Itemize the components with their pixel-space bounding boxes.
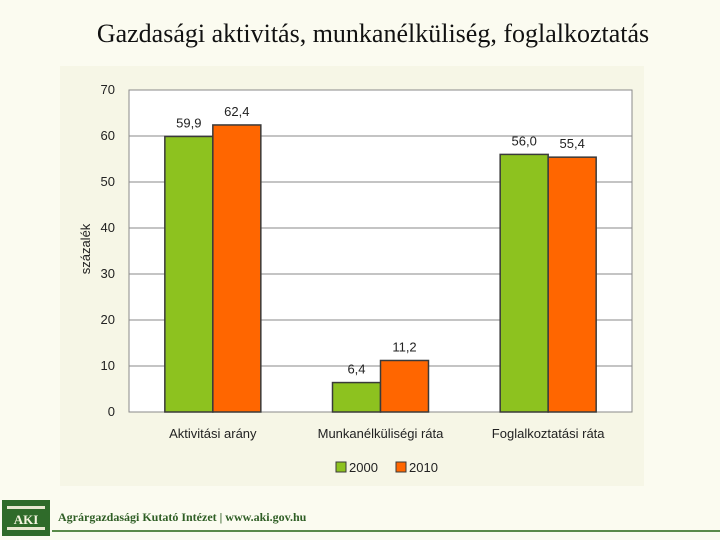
legend-label: 2000 [349,460,378,475]
bar-2000 [164,135,214,413]
y-tick-label: 50 [101,174,115,189]
y-tick-label: 60 [101,128,115,143]
x-category-label: Foglalkoztatási ráta [492,426,605,441]
data-label: 56,0 [512,133,537,148]
data-label: 59,9 [176,115,201,130]
data-label: 11,2 [392,339,416,354]
legend-swatch [395,461,407,473]
aki-logo: AKI [2,500,50,536]
y-tick-label: 30 [101,266,115,281]
y-tick-label: 70 [101,82,115,97]
bar-2010 [547,156,597,413]
y-tick-label: 40 [101,220,115,235]
chart-panel: 0 10 20 30 40 50 60 70 százalék 59,9 62,4 Aktivitás… [60,66,644,486]
footer-divider [52,530,720,532]
data-label: 62,4 [224,104,249,119]
footer-text: Agrárgazdasági Kutató Intézet | www.aki.… [58,510,307,524]
footer: AKI Agrárgazdasági Kutató Intézet | www.… [0,496,720,540]
slide-title: Gazdasági aktivitás, munkanélküliség, fo… [96,19,650,48]
x-category-label: Munkanélküliségi ráta [318,426,445,441]
x-category-label: Aktivitási arány [169,426,257,441]
data-label: 6,4 [347,362,365,377]
y-tick-label: 10 [101,358,115,373]
legend-swatch [335,461,347,473]
y-axis-label: százalék [78,223,93,274]
bar-2000 [331,381,382,413]
bar-chart: 0 10 20 30 40 50 60 70 százalék 59,9 62,4 Aktivitás… [78,82,633,475]
data-label: 55,4 [560,136,585,151]
bar-2010 [212,124,262,413]
bar-2010 [379,359,430,413]
bar-2000 [499,153,549,413]
y-tick-label: 20 [101,312,115,327]
legend-label: 2010 [409,460,438,475]
y-tick-label: 0 [108,404,115,419]
logo-text: AKI [14,512,39,527]
